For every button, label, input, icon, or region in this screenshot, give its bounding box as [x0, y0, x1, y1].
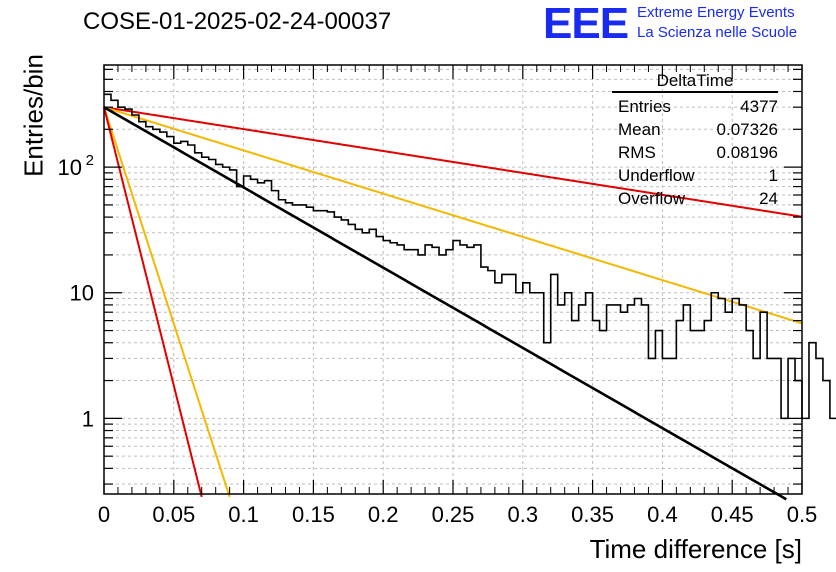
grid-lines	[104, 65, 802, 494]
logo-subtitle-line2: La Scienza nelle Scuole	[637, 24, 798, 41]
x-tick-label: 0.05	[152, 502, 195, 527]
x-tick-label: 0.4	[647, 502, 678, 527]
y-tick-label: 10	[70, 281, 94, 306]
y-tick-exponent: 2	[86, 152, 94, 169]
x-tick-label: 0.3	[508, 502, 539, 527]
curves-layer	[103, 106, 803, 498]
red-reference-curve	[103, 106, 803, 218]
x-tick-label: 0.5	[787, 502, 818, 527]
yellow-reference-curve	[103, 106, 803, 325]
stats-value: 24	[759, 189, 778, 208]
fit-curve	[103, 106, 787, 501]
stats-row-rms: RMS 0.08196	[612, 141, 778, 164]
stats-row-mean: Mean 0.07326	[612, 118, 778, 141]
stats-value: 0.07326	[716, 120, 778, 139]
x-tick-label: 0.2	[368, 502, 399, 527]
x-tick-label: 0.25	[432, 502, 475, 527]
x-tick-label: 0.45	[711, 502, 754, 527]
stats-label: Entries	[618, 97, 671, 116]
axis-ticks	[103, 65, 803, 494]
y-tick-label: 10	[58, 155, 82, 180]
y-tick-label: 1	[82, 406, 94, 431]
red-reference-curve	[103, 106, 203, 498]
stats-label: Underflow	[618, 166, 695, 185]
y-axis-title: Entries/bin	[18, 54, 49, 177]
stats-row-entries: Entries 4377	[612, 95, 778, 118]
stats-box: DeltaTime Entries 4377 Mean 0.07326 RMS …	[612, 71, 778, 210]
stats-label: Mean	[618, 120, 661, 139]
stats-row-underflow: Underflow 1	[612, 164, 778, 187]
stats-row-overflow: Overflow 24	[612, 187, 778, 210]
run-title: COSE-01-2025-02-24-00037	[83, 8, 392, 35]
x-tick-label: 0	[98, 502, 110, 527]
yellow-reference-curve	[103, 106, 231, 498]
stats-value: 4377	[740, 97, 778, 116]
stats-value: 0.08196	[716, 143, 778, 162]
x-axis-title: Time difference [s]	[589, 534, 802, 564]
histogram-bins	[104, 93, 836, 420]
stats-label: Overflow	[618, 189, 686, 208]
logo-subtitle-line1: Extreme Energy Events	[637, 4, 795, 21]
stats-value: 1	[768, 166, 778, 185]
stats-label: RMS	[618, 143, 656, 162]
eee-logo: EEE	[543, 0, 629, 48]
axis-tick-labels: 0 0.05 0.1 0.15 0.2 0.25 0.3 0.35 0.4 0.45 0.5 1 10 1…	[58, 152, 818, 527]
histogram-layer	[103, 93, 836, 501]
stats-title: DeltaTime	[612, 71, 778, 93]
x-tick-label: 0.15	[292, 502, 335, 527]
x-tick-label: 0.35	[571, 502, 614, 527]
x-tick-label: 0.1	[228, 502, 259, 527]
